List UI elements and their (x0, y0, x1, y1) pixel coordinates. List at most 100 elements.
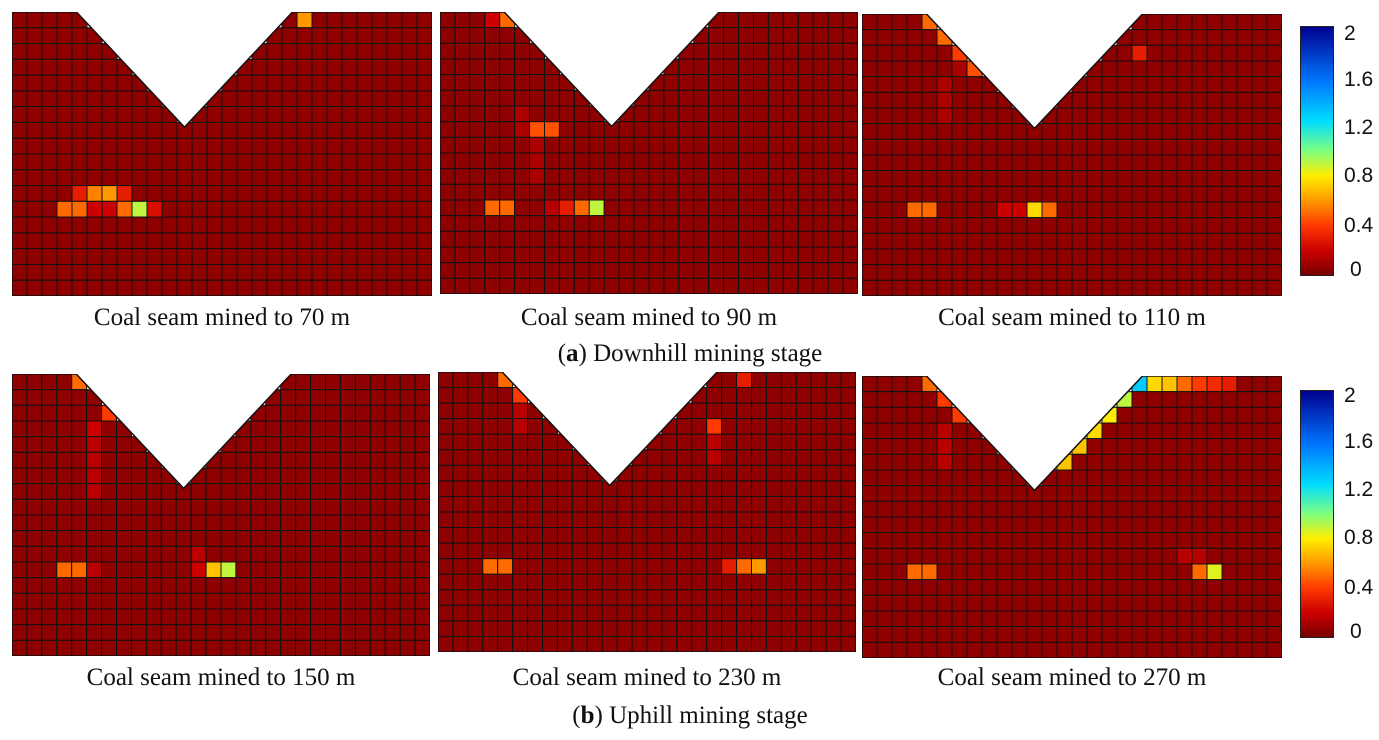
heatmap-cell (981, 579, 998, 596)
heatmap-cell (221, 121, 238, 139)
heatmap-cell (469, 152, 486, 170)
heatmap-cell (175, 608, 192, 626)
heatmap-cell (71, 577, 88, 594)
heatmap-cell (1056, 626, 1073, 643)
heatmap-cell (482, 511, 499, 529)
heatmap-cell (825, 433, 842, 451)
heatmap-cell (221, 90, 238, 108)
heatmap-cell (648, 199, 665, 217)
heatmap-cell (440, 136, 456, 154)
heatmap-cell (1206, 376, 1223, 393)
heatmap-cell (251, 74, 268, 92)
heatmap-cell (221, 137, 238, 155)
heatmap-cell (399, 639, 416, 656)
heatmap-cell (876, 626, 893, 643)
heatmap-cell (399, 608, 416, 626)
heatmap-cell (753, 262, 769, 279)
heatmap-cell (797, 58, 814, 76)
heatmap-cell (891, 154, 908, 172)
heatmap-cell (236, 169, 253, 187)
heatmap-cell (1131, 29, 1148, 46)
heatmap-cell (1116, 107, 1133, 125)
heatmap-cell (116, 200, 133, 218)
heatmap-cell (116, 248, 133, 265)
heatmap-cell (1251, 563, 1268, 581)
heatmap-cell (1116, 641, 1133, 658)
heatmap-cell (371, 58, 388, 76)
heatmap-cell (56, 185, 73, 202)
heatmap-cell (782, 74, 799, 91)
heatmap-cell (311, 27, 328, 45)
heatmap-cell (295, 639, 312, 656)
panel-title-270m: Coal seam mined to 270 m (937, 664, 1207, 691)
heatmap-cell (454, 136, 471, 154)
heatmap-cell (295, 530, 312, 547)
heatmap-cell (736, 480, 753, 497)
heatmap-cell (161, 248, 178, 265)
heatmap-cell (542, 527, 558, 544)
heatmap-cell (469, 136, 486, 154)
heatmap-cell (130, 498, 147, 516)
heatmap-cell (542, 433, 558, 451)
heatmap-cell (751, 635, 767, 652)
heatmap-cell (544, 246, 560, 264)
heatmap-cell (469, 199, 486, 217)
heatmap-cell (452, 433, 469, 451)
heatmap-cell (311, 58, 328, 76)
heatmap-cell (86, 169, 103, 187)
heatmap-cell (1101, 641, 1118, 658)
heatmap-cell (906, 563, 923, 581)
heatmap-cell (326, 106, 343, 123)
heatmap-cell (484, 89, 501, 107)
heatmap-cell (529, 168, 545, 185)
heatmap-cell (1221, 610, 1238, 628)
heatmap-cell (371, 74, 388, 92)
heatmap-cell (369, 389, 386, 406)
heatmap-cell (842, 215, 858, 232)
heatmap-cell (514, 230, 531, 248)
heatmap-cell (812, 262, 829, 279)
heatmap-cell (1206, 485, 1223, 502)
heatmap-cell (1161, 279, 1178, 296)
heatmap-cell (1146, 594, 1163, 612)
heatmap-cell (236, 153, 253, 171)
heatmap-cell (751, 558, 767, 575)
heatmap-cell (1011, 279, 1028, 296)
heatmap-cell (414, 389, 430, 406)
heatmap-cell (706, 387, 723, 404)
heatmap-cell (751, 573, 767, 591)
heatmap-cell (1176, 107, 1193, 125)
heatmap-cell (1056, 279, 1073, 296)
heatmap-cell (825, 620, 842, 637)
heatmap-cell (753, 199, 769, 217)
heatmap-cell (862, 438, 878, 455)
heatmap-cell (116, 153, 133, 171)
heatmap-cell (891, 232, 908, 250)
heatmap-cell (497, 480, 514, 497)
heatmap-cell (1251, 500, 1268, 518)
heatmap-cell (723, 136, 740, 154)
heatmap-cell (906, 626, 923, 643)
heatmap-cell (661, 589, 678, 606)
heatmap-cell (386, 90, 403, 108)
heatmap-cell (1146, 185, 1163, 203)
heatmap-cell (936, 248, 953, 266)
heatmap-cell (130, 577, 147, 594)
heatmap-cell (862, 626, 878, 643)
heatmap-cell (265, 498, 282, 516)
heatmap-cell (1191, 279, 1208, 296)
heatmap-cell (440, 105, 456, 123)
heatmap-cell (936, 579, 953, 596)
heatmap-cell (736, 527, 753, 544)
heatmap-cell (723, 199, 740, 217)
heatmap-cell (810, 464, 827, 482)
heatmap-cell (1161, 547, 1178, 565)
heatmap-cell (175, 639, 192, 656)
heatmap-cell (862, 610, 878, 628)
heatmap-cell (250, 483, 267, 500)
heatmap-cell (1161, 610, 1178, 628)
heatmap-cell (767, 230, 784, 248)
heatmap-cell (1116, 217, 1133, 234)
heatmap-cell (862, 279, 878, 296)
heatmap-cell (356, 153, 373, 171)
